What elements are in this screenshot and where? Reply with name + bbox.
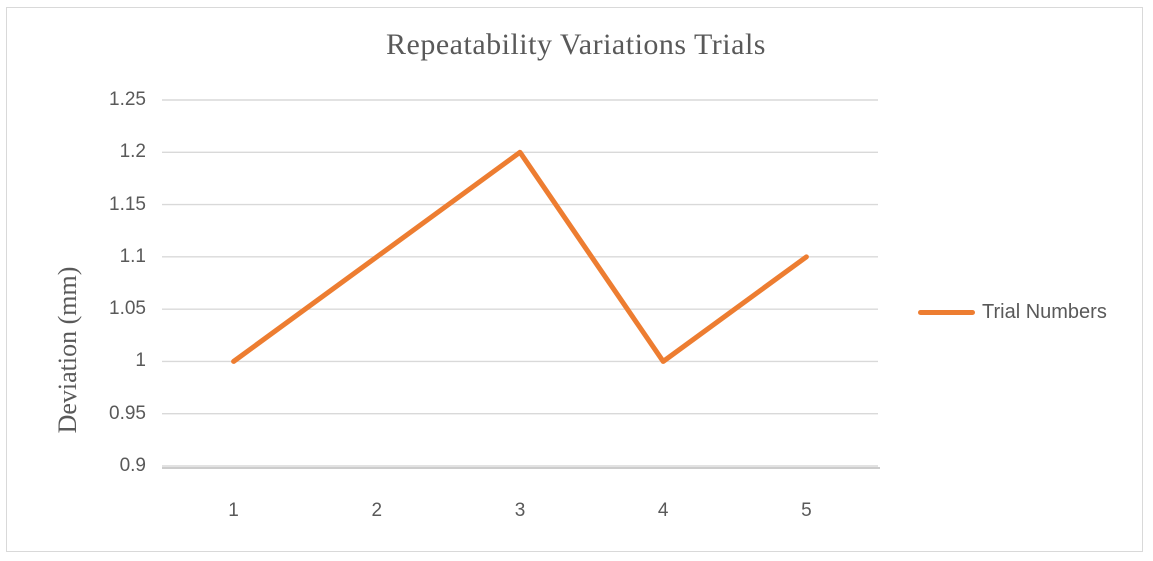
y-tick-label: 1.05 bbox=[109, 298, 146, 320]
legend-line-marker bbox=[918, 309, 975, 315]
legend: Trial Numbers bbox=[918, 298, 1107, 326]
y-tick-label: 0.9 bbox=[119, 455, 146, 476]
x-tick-label: 2 bbox=[371, 500, 383, 521]
legend-label: Trial Numbers bbox=[982, 300, 1107, 323]
y-tick-label: 1.25 bbox=[109, 89, 146, 110]
y-tick-label: 1.2 bbox=[119, 141, 146, 163]
chart-border-frame bbox=[6, 7, 1143, 552]
y-tick-label: 0.95 bbox=[109, 402, 146, 424]
y-tick-label: 1.15 bbox=[109, 193, 146, 215]
x-tick-label: 3 bbox=[514, 500, 526, 521]
x-tick-label: 5 bbox=[801, 500, 812, 521]
y-tick-label: 1 bbox=[135, 350, 146, 372]
x-tick-label: 1 bbox=[228, 500, 239, 521]
y-tick-label: 1.1 bbox=[119, 245, 146, 267]
x-tick-label: 4 bbox=[657, 500, 669, 521]
series-line-trial-numbers bbox=[231, 149, 809, 364]
chart-title: Repeatability Variations Trials bbox=[386, 28, 766, 61]
